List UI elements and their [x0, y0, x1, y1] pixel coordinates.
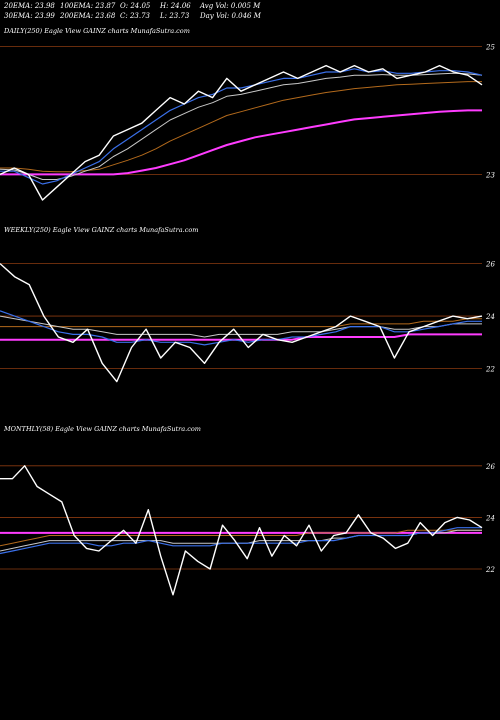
monthly-panel-label: MONTHLY(58) Eagle View GAINZ charts Muna… — [4, 425, 201, 433]
weekly-ema-short-line — [0, 310, 482, 346]
daily-ema-long-line — [0, 81, 482, 173]
ema100-stat: 100EMA: 23.87 — [60, 2, 116, 10]
weekly-panel-label: WEEKLY(250) Eagle View GAINZ charts Muna… — [4, 226, 199, 234]
weekly-ema-200-line — [0, 333, 482, 341]
close-stat: C: 23.73 — [120, 12, 150, 20]
daily-panel-label: DAILY(250) Eagle View GAINZ charts Munaf… — [4, 27, 190, 35]
header-row-2: 30EMA: 23.99 200EMA: 23.68 C: 23.73 L: 2… — [4, 12, 261, 20]
monthly-ema-long-line — [0, 529, 482, 547]
weekly-ema-mid-line — [0, 315, 482, 338]
weekly-tick-label-2: 22 — [485, 366, 495, 374]
daily-ema-200-line — [0, 109, 482, 176]
weekly-tick-label-0: 26 — [485, 261, 495, 269]
monthly-tick-label-2: 22 — [485, 566, 495, 574]
header-row-1: 20EMA: 23.98 100EMA: 23.87 O: 24.05 H: 2… — [4, 2, 260, 10]
weekly-tick-label-1: 24 — [485, 313, 495, 321]
monthly-ema-short-line — [0, 527, 482, 555]
monthly-tick-label-1: 24 — [485, 514, 495, 522]
ema30-stat: 30EMA: 23.99 — [4, 12, 55, 20]
day-vol-stat: Day Vol: 0.046 M — [200, 12, 261, 20]
avg-vol-stat: Avg Vol: 0.005 M — [200, 2, 261, 10]
monthly-tick-label-0: 26 — [485, 463, 495, 471]
daily-ema-mid-line — [0, 72, 483, 180]
daily-price-line — [0, 64, 483, 201]
low-stat: L: 23.73 — [160, 12, 190, 20]
high-stat: H: 24.06 — [160, 2, 191, 10]
ema20-stat: 20EMA: 23.98 — [4, 2, 55, 10]
weekly-price-line — [0, 263, 483, 383]
weekly-ema-long-line — [0, 318, 482, 328]
daily-tick-label-1: 23 — [485, 171, 495, 179]
daily-tick-label-0: 25 — [485, 43, 495, 51]
monthly-price-line — [0, 465, 483, 596]
daily-ema-short-line — [0, 68, 483, 185]
open-stat: O: 24.05 — [120, 2, 151, 10]
ema200-stat: 200EMA: 23.68 — [60, 12, 116, 20]
